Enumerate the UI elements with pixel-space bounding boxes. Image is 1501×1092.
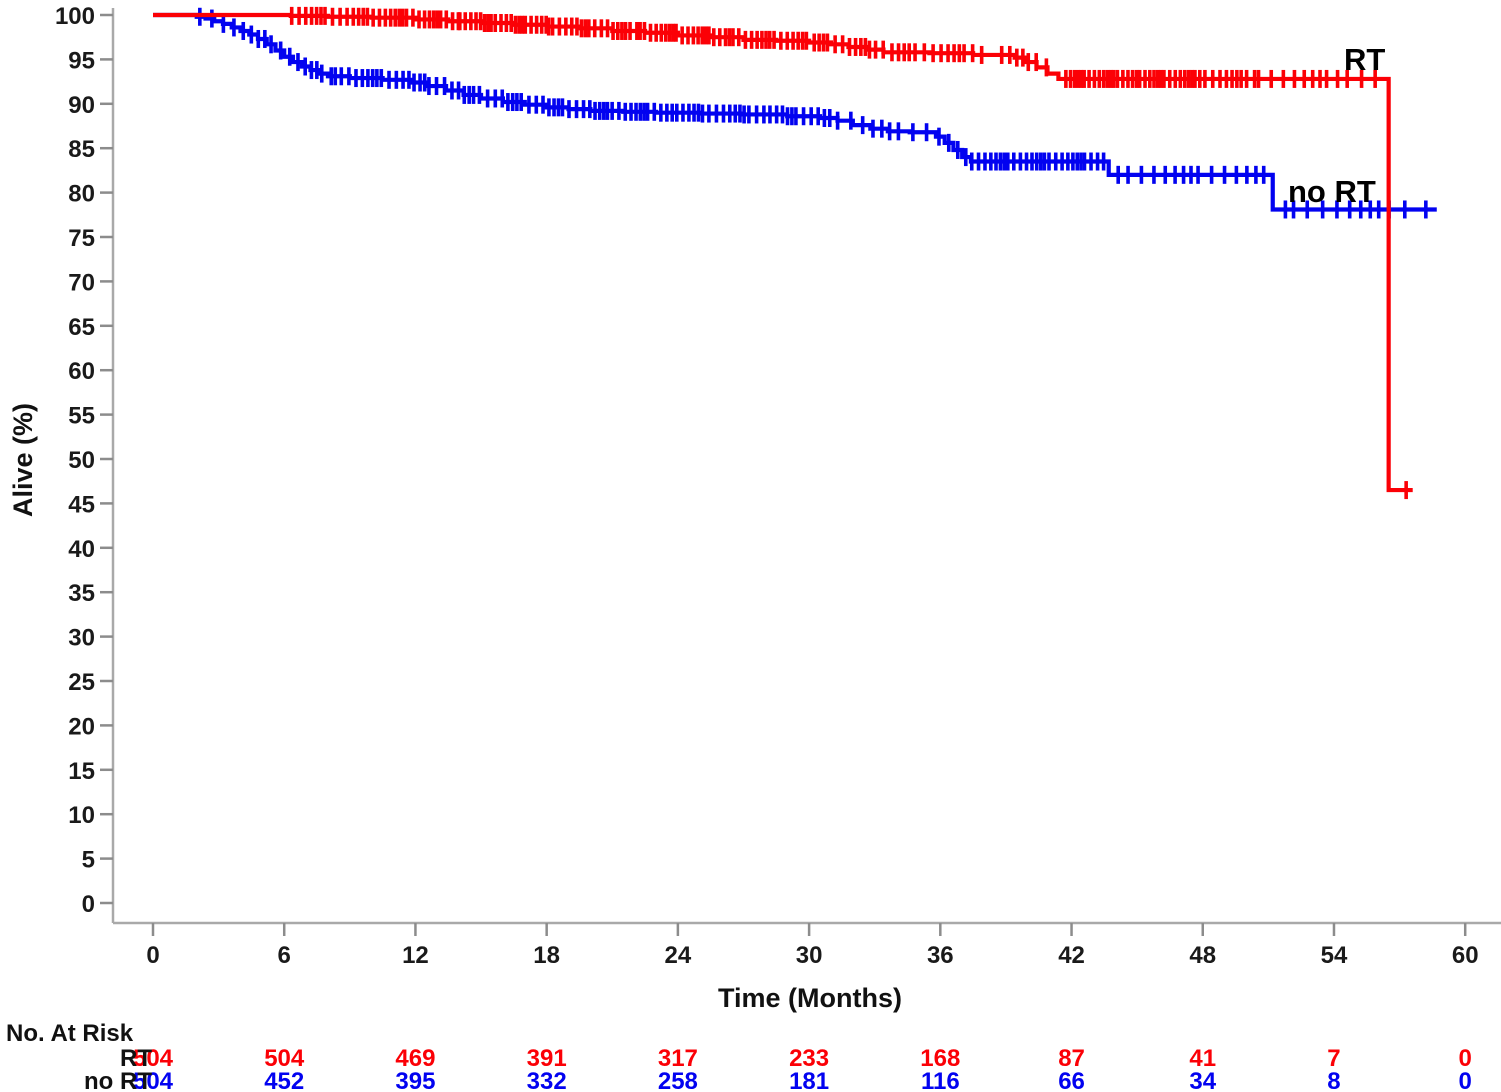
risk-table-title: No. At Risk bbox=[6, 1020, 134, 1047]
x-axis-title: Time (Months) bbox=[718, 983, 902, 1013]
y-tick-label: 100 bbox=[55, 3, 95, 30]
risk-count-rt: 87 bbox=[1058, 1045, 1085, 1072]
y-tick-label: 5 bbox=[82, 847, 95, 874]
series-label-no-rt: no RT bbox=[1288, 174, 1376, 209]
risk-count-no-rt: 181 bbox=[789, 1068, 829, 1092]
y-tick-label: 95 bbox=[68, 47, 95, 74]
x-tick-label: 36 bbox=[927, 942, 954, 969]
y-tick-label: 80 bbox=[68, 181, 95, 208]
risk-count-no-rt: 34 bbox=[1189, 1068, 1216, 1092]
series-label-rt: RT bbox=[1344, 42, 1385, 77]
x-tick-label: 12 bbox=[402, 942, 429, 969]
risk-row-label-rt: RT bbox=[120, 1045, 152, 1072]
y-tick-label: 30 bbox=[68, 625, 95, 652]
risk-count-rt: 504 bbox=[133, 1045, 174, 1072]
x-tick-label: 24 bbox=[665, 942, 692, 969]
y-axis-title: Alive (%) bbox=[8, 403, 38, 517]
y-tick-label: 70 bbox=[68, 269, 95, 296]
risk-count-rt: 41 bbox=[1189, 1045, 1216, 1072]
x-tick-label: 18 bbox=[533, 942, 560, 969]
risk-count-no-rt: 395 bbox=[395, 1068, 435, 1092]
x-tick-label: 30 bbox=[796, 942, 823, 969]
risk-count-rt: 317 bbox=[658, 1045, 698, 1072]
y-tick-label: 40 bbox=[68, 536, 95, 563]
x-tick-label: 48 bbox=[1189, 942, 1216, 969]
x-tick-label: 60 bbox=[1452, 942, 1479, 969]
y-tick-label: 90 bbox=[68, 92, 95, 119]
risk-row-label-no-rt: no RT bbox=[84, 1068, 152, 1092]
y-tick-label: 0 bbox=[82, 891, 95, 918]
risk-count-no-rt: 258 bbox=[658, 1068, 698, 1092]
risk-count-rt: 391 bbox=[527, 1045, 567, 1072]
x-tick-label: 42 bbox=[1058, 942, 1085, 969]
y-tick-label: 75 bbox=[68, 225, 95, 252]
risk-count-no-rt: 332 bbox=[527, 1068, 567, 1092]
risk-count-no-rt: 8 bbox=[1327, 1068, 1340, 1092]
y-tick-label: 10 bbox=[68, 802, 95, 829]
curves-layer bbox=[153, 6, 1437, 500]
risk-count-rt: 168 bbox=[920, 1045, 960, 1072]
y-tick-label: 35 bbox=[68, 580, 95, 607]
y-tick-label: 25 bbox=[68, 669, 95, 696]
y-tick-label: 20 bbox=[68, 713, 95, 740]
risk-count-rt: 504 bbox=[264, 1045, 305, 1072]
risk-count-no-rt: 504 bbox=[133, 1068, 174, 1092]
risk-count-rt: 469 bbox=[395, 1045, 435, 1072]
risk-count-no-rt: 66 bbox=[1058, 1068, 1085, 1092]
y-tick-label: 65 bbox=[68, 314, 95, 341]
rt-curve bbox=[153, 12, 1413, 493]
y-tick-label: 85 bbox=[68, 136, 95, 163]
x-tick-label: 54 bbox=[1321, 942, 1348, 969]
risk-count-rt: 233 bbox=[789, 1045, 829, 1072]
axes-layer: 0510152025303540455055606570758085909510… bbox=[55, 3, 1501, 969]
y-tick-label: 60 bbox=[68, 358, 95, 385]
x-tick-label: 6 bbox=[278, 942, 291, 969]
risk-count-rt: 7 bbox=[1327, 1045, 1340, 1072]
y-tick-label: 50 bbox=[68, 447, 95, 474]
y-tick-label: 15 bbox=[68, 758, 95, 785]
y-tick-label: 55 bbox=[68, 403, 95, 430]
risk-count-rt: 0 bbox=[1459, 1045, 1472, 1072]
risk-count-no-rt: 116 bbox=[921, 1068, 960, 1092]
y-tick-label: 45 bbox=[68, 491, 95, 518]
x-tick-label: 0 bbox=[146, 942, 159, 969]
risk-count-no-rt: 0 bbox=[1459, 1068, 1472, 1092]
risk-count-no-rt: 452 bbox=[264, 1068, 304, 1092]
